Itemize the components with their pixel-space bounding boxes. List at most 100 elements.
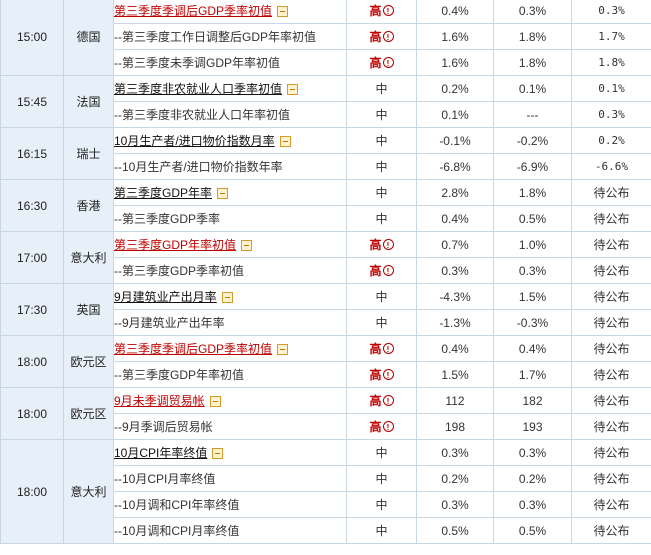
event-row: 15:45 法国 第三季度非农就业人口季率初值中 0.2% 0.1% 0.1% bbox=[0, 75, 651, 128]
previous-value: 0.2% bbox=[416, 75, 494, 102]
actual-value: 待公布 bbox=[571, 413, 651, 440]
event-country: 英国 bbox=[63, 283, 114, 336]
actual-value: 待公布 bbox=[571, 205, 651, 232]
event-name-cell: --10月调和CPI月率终值 bbox=[113, 517, 347, 544]
forecast-value: 0.3% bbox=[493, 257, 572, 284]
event-name-cell: 第三季度季调后GDP季率初值 bbox=[113, 335, 347, 362]
actual-value: 待公布 bbox=[571, 335, 651, 362]
event-country: 欧元区 bbox=[63, 387, 114, 440]
collapse-toggle-icon[interactable] bbox=[241, 240, 253, 252]
forecast-value: 182 bbox=[493, 387, 572, 414]
event-name-cell: --第三季度GDP年率初值 bbox=[113, 361, 347, 388]
event-name-cell: --第三季度GDP季率 bbox=[113, 205, 347, 232]
event-link[interactable]: 第三季度GDP年率 bbox=[114, 186, 213, 200]
previous-value: 0.3% bbox=[416, 257, 494, 284]
collapse-toggle-icon[interactable] bbox=[209, 396, 221, 408]
actual-value: 待公布 bbox=[571, 465, 651, 492]
forecast-value: -6.9% bbox=[493, 153, 572, 180]
event-link[interactable]: 第三季度非农就业人口季率初值 bbox=[114, 82, 283, 96]
importance-label: 中 bbox=[375, 186, 388, 200]
event-link[interactable]: 9月未季调贸易帐 bbox=[114, 394, 205, 408]
importance-label: 高 bbox=[369, 238, 382, 252]
event-name-cell: 9月未季调贸易帐 bbox=[113, 387, 347, 414]
importance-label: 中 bbox=[375, 446, 388, 460]
event-time: 16:30 bbox=[0, 179, 64, 232]
event-row: 18:00 欧元区 第三季度季调后GDP季率初值高! 0.4% 0.4% 待公布 bbox=[0, 335, 651, 388]
actual-value: -6.6% bbox=[571, 153, 651, 180]
importance-label: 高 bbox=[369, 264, 382, 278]
event-name-cell: --9月建筑业产出年率 bbox=[113, 309, 347, 336]
actual-value: 待公布 bbox=[571, 257, 651, 284]
event-row: --第三季度非农就业人口年率初值 中 0.1% --- 0.3% bbox=[1, 101, 651, 128]
collapse-toggle-icon[interactable] bbox=[287, 84, 299, 96]
event-country: 法国 bbox=[63, 75, 114, 128]
sub-event-label: --第三季度GDP季率 bbox=[114, 212, 221, 226]
previous-value: -0.1% bbox=[416, 127, 494, 154]
actual-value: 待公布 bbox=[571, 283, 651, 310]
importance-label: 高 bbox=[369, 394, 382, 408]
forecast-value: 0.1% bbox=[493, 75, 572, 102]
alert-icon: ! bbox=[382, 57, 394, 68]
importance-label: 高 bbox=[369, 56, 382, 70]
importance-cell: 中 bbox=[346, 205, 417, 232]
collapse-toggle-icon[interactable] bbox=[212, 448, 224, 460]
forecast-value: 0.5% bbox=[493, 205, 572, 232]
forecast-value: 1.7% bbox=[493, 361, 572, 388]
previous-value: 0.5% bbox=[416, 517, 494, 544]
event-time: 16:15 bbox=[0, 127, 64, 180]
forecast-value: 0.3% bbox=[493, 491, 572, 518]
collapse-toggle-icon[interactable] bbox=[277, 344, 289, 356]
sub-event-label: --9月季调后贸易帐 bbox=[114, 420, 213, 434]
event-name-cell: 第三季度GDP年率 bbox=[113, 179, 347, 206]
event-name-cell: 9月建筑业产出月率 bbox=[113, 283, 347, 310]
event-row: 16:15 瑞士 10月生产者/进口物价指数月率中 -0.1% -0.2% 0.2% bbox=[0, 127, 651, 180]
importance-label: 中 bbox=[375, 472, 388, 486]
collapse-toggle-icon[interactable] bbox=[221, 292, 233, 304]
importance-label: 高 bbox=[369, 342, 382, 356]
event-time: 18:00 bbox=[0, 439, 64, 544]
event-row: --10月调和CPI月率终值中 0.5% 0.5% 待公布 bbox=[1, 517, 651, 544]
importance-cell: 高! bbox=[346, 413, 417, 440]
importance-label: 中 bbox=[375, 290, 388, 304]
event-name-cell: --9月季调后贸易帐 bbox=[113, 413, 347, 440]
collapse-toggle-icon[interactable] bbox=[217, 188, 229, 200]
sub-event-label: --10月CPI月率终值 bbox=[114, 472, 216, 486]
event-country: 意大利 bbox=[63, 231, 114, 284]
importance-cell: 中 bbox=[346, 491, 417, 518]
importance-cell: 高! bbox=[346, 361, 417, 388]
event-link[interactable]: 第三季度季调后GDP季率初值 bbox=[114, 4, 273, 18]
event-link[interactable]: 9月建筑业产出月率 bbox=[114, 290, 217, 304]
actual-value: 待公布 bbox=[571, 387, 651, 414]
previous-value: 1.6% bbox=[416, 49, 494, 76]
actual-value: 待公布 bbox=[571, 361, 651, 388]
collapse-toggle-icon[interactable] bbox=[277, 6, 289, 18]
forecast-value: 1.8% bbox=[493, 49, 572, 76]
importance-label: 中 bbox=[375, 160, 388, 174]
actual-value: 待公布 bbox=[571, 179, 651, 206]
event-time: 15:00 bbox=[0, 0, 64, 76]
previous-value: 2.8% bbox=[416, 179, 494, 206]
importance-label: 高 bbox=[369, 420, 382, 434]
event-link[interactable]: 10月CPI年率终值 bbox=[114, 446, 208, 460]
actual-value: 待公布 bbox=[571, 231, 651, 258]
importance-cell: 中 bbox=[346, 179, 417, 206]
actual-value: 待公布 bbox=[571, 309, 651, 336]
event-link[interactable]: 第三季度GDP年率初值 bbox=[114, 238, 237, 252]
sub-event-label: --第三季度非农就业人口年率初值 bbox=[114, 108, 291, 122]
event-row: --9月季调后贸易帐高! 198 193 待公布 bbox=[1, 413, 651, 440]
forecast-value: 0.2% bbox=[493, 465, 572, 492]
importance-cell: 中 bbox=[346, 309, 417, 336]
actual-value: 待公布 bbox=[571, 491, 651, 518]
importance-cell: 高! bbox=[346, 387, 417, 414]
event-link[interactable]: 第三季度季调后GDP季率初值 bbox=[114, 342, 273, 356]
event-country: 意大利 bbox=[63, 439, 114, 544]
alert-icon: ! bbox=[382, 421, 394, 432]
event-row: 18:00 欧元区 9月未季调贸易帐高! 112 182 待公布 bbox=[0, 387, 651, 440]
event-row: 15:00 德国 第三季度季调后GDP季率初值高! 0.4% 0.3% 0.3% bbox=[0, 0, 651, 76]
collapse-toggle-icon[interactable] bbox=[279, 136, 291, 148]
importance-label: 中 bbox=[375, 134, 388, 148]
event-link[interactable]: 10月生产者/进口物价指数月率 bbox=[114, 134, 275, 148]
forecast-value: -0.3% bbox=[493, 309, 572, 336]
sub-event-label: --第三季度GDP年率初值 bbox=[114, 368, 245, 382]
previous-value: 0.3% bbox=[416, 491, 494, 518]
